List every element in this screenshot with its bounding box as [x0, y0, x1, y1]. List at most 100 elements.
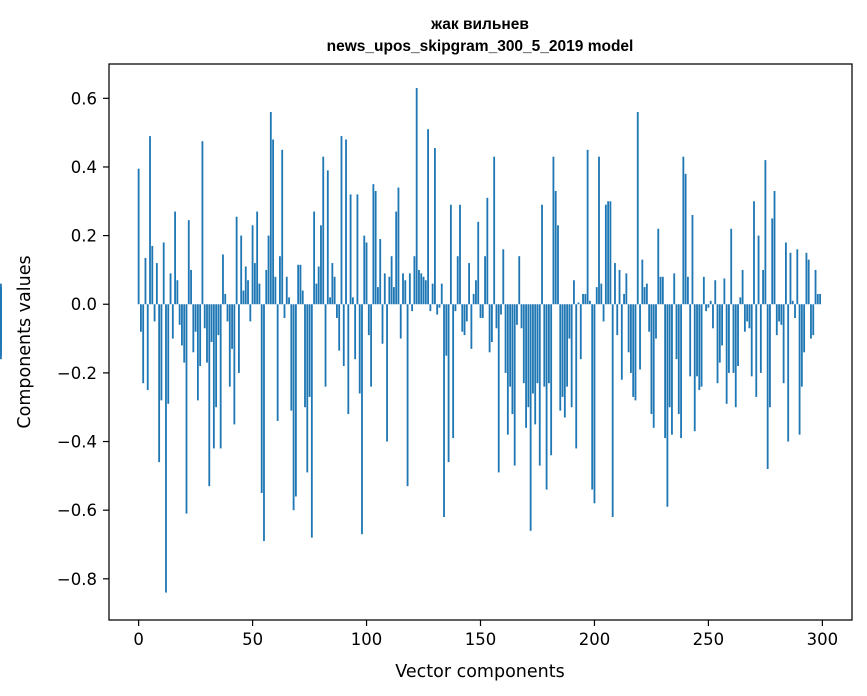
bar [780, 304, 783, 325]
bar [297, 264, 300, 305]
bar [766, 304, 769, 469]
bar [228, 304, 231, 387]
bar [411, 304, 414, 312]
bar [427, 129, 429, 305]
bar [215, 304, 218, 408]
bar [429, 304, 432, 312]
bar [616, 304, 619, 336]
bar [664, 304, 667, 439]
bar [244, 266, 247, 305]
bar [800, 304, 803, 387]
bar [709, 300, 712, 305]
bar [593, 304, 596, 504]
bar [504, 304, 507, 373]
bar [814, 269, 817, 305]
bar [340, 136, 343, 305]
bar [365, 242, 368, 305]
bar [336, 304, 338, 318]
bar [527, 304, 530, 408]
bar [374, 190, 377, 305]
bar [481, 304, 484, 318]
bar [755, 304, 758, 397]
bar [190, 269, 192, 305]
bar [495, 304, 498, 329]
bar [169, 273, 172, 305]
bar [146, 304, 149, 391]
bar [686, 276, 689, 305]
bar [338, 304, 341, 351]
bar [561, 304, 564, 397]
bar [506, 304, 509, 435]
bar [299, 264, 302, 305]
bar [440, 283, 443, 305]
bar [798, 304, 801, 435]
bar [292, 304, 295, 511]
bar [454, 304, 457, 312]
bars-group [0, 88, 821, 593]
bar [741, 269, 744, 305]
chart-subtitle: news_upos_skipgram_300_5_2019 model [327, 38, 634, 55]
bar [181, 304, 183, 346]
bar [167, 304, 170, 404]
bar [447, 304, 450, 463]
bar [502, 249, 505, 305]
bar [645, 283, 648, 305]
bar [816, 293, 819, 305]
bar [235, 216, 238, 305]
bar [746, 304, 749, 322]
bar [812, 304, 815, 336]
y-axis-label: Components values [15, 255, 35, 428]
bar [775, 304, 778, 336]
y-tick-label: 0.2 [71, 227, 97, 246]
bar [655, 304, 657, 339]
bar [149, 136, 151, 305]
bar [639, 304, 641, 370]
bar [611, 304, 614, 518]
bar [538, 304, 541, 466]
y-tick-label: 0.0 [71, 295, 97, 314]
bar [267, 235, 270, 305]
bar [518, 256, 521, 305]
bar [675, 304, 678, 360]
bar [358, 304, 361, 394]
bar [803, 304, 806, 353]
bar [331, 263, 334, 305]
bar [165, 304, 167, 593]
bar [196, 304, 199, 401]
bar [386, 304, 388, 442]
bar [470, 304, 473, 349]
bar [436, 304, 439, 315]
bar [468, 263, 471, 305]
bar [789, 252, 792, 305]
bar [290, 304, 293, 411]
bar [372, 184, 375, 305]
bar [137, 168, 140, 305]
bar [249, 304, 252, 322]
bar [490, 304, 493, 342]
bar [379, 239, 382, 305]
bar [269, 112, 272, 305]
bar [689, 304, 692, 377]
bar [819, 293, 821, 305]
bar [773, 190, 776, 305]
bar [158, 304, 161, 463]
y-tick-label: −0.8 [57, 570, 97, 589]
bar [347, 304, 350, 415]
bar [443, 304, 445, 518]
bar [310, 304, 313, 538]
bar [554, 190, 557, 305]
bar [477, 221, 480, 305]
bar [588, 300, 591, 305]
y-tick-label: −0.4 [57, 433, 97, 452]
bar [771, 218, 774, 305]
bar [718, 304, 721, 363]
bar [363, 235, 366, 305]
bar [199, 304, 202, 367]
bar [725, 304, 728, 404]
bar [465, 304, 468, 322]
bar [620, 304, 623, 380]
bar [155, 263, 158, 305]
bar [550, 304, 553, 456]
bar [545, 304, 548, 490]
